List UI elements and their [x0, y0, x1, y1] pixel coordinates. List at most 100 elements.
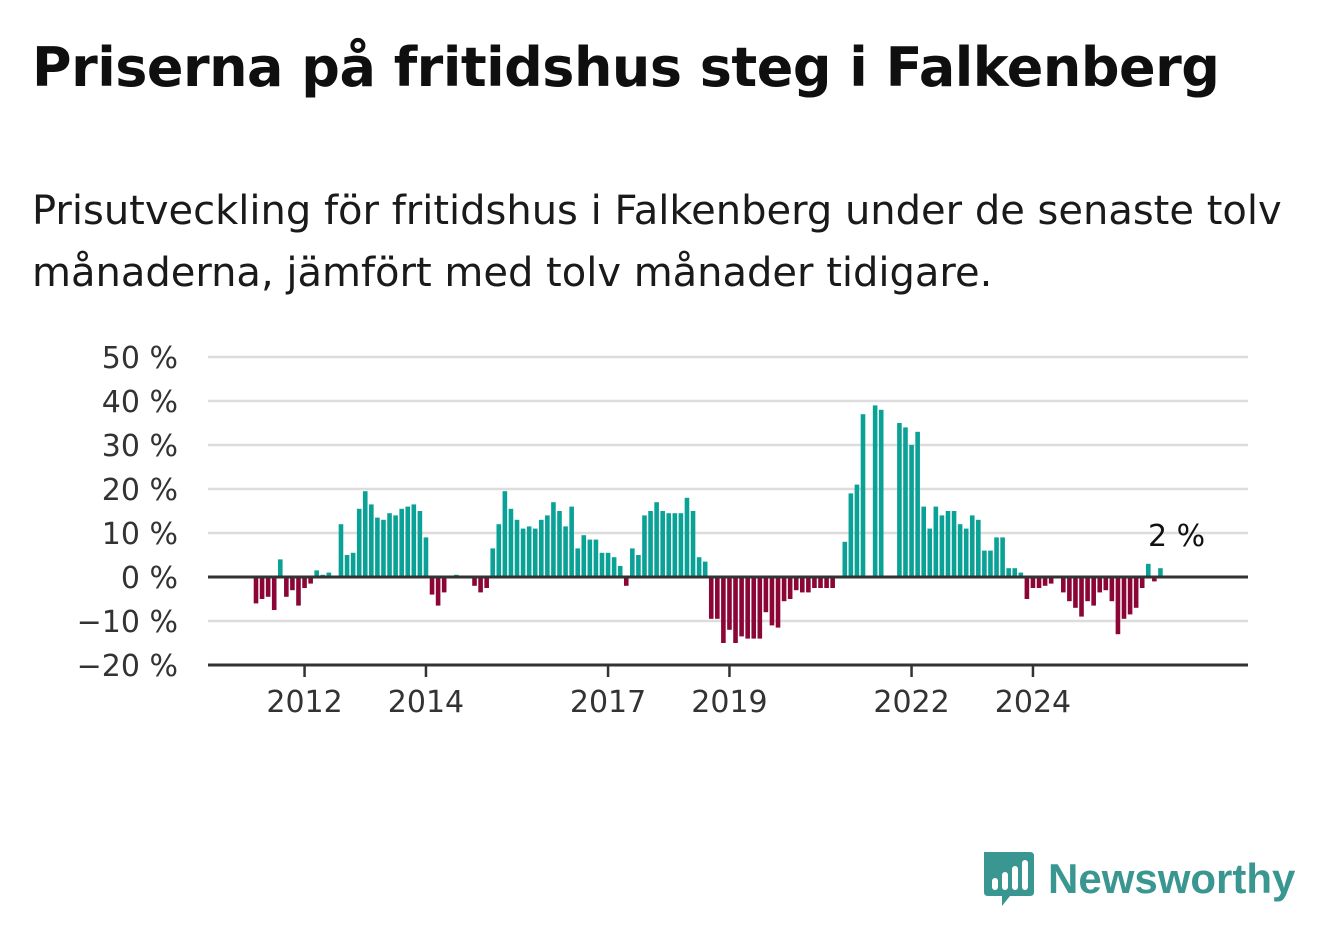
y-tick-label: 10 %	[102, 517, 178, 552]
bar	[508, 508, 514, 577]
bar	[708, 577, 714, 619]
bar	[818, 577, 823, 588]
bar	[897, 423, 902, 577]
bar	[672, 513, 678, 577]
bar	[630, 548, 635, 577]
bar	[642, 515, 647, 577]
bar	[1158, 568, 1163, 577]
x-tick-label: 2022	[873, 685, 949, 720]
bar	[872, 405, 878, 577]
newsworthy-brand: Newsworthy	[980, 848, 1295, 910]
bar-chart: 50 % 40 % 30 % 20 % 10 % 0 % −10 % −20 % 2012 201…	[77, 341, 1248, 720]
x-tick-label: 2017	[570, 685, 646, 720]
bar	[441, 577, 447, 593]
bar	[976, 519, 981, 577]
bar	[1139, 577, 1145, 588]
bar	[265, 577, 271, 597]
bar	[1036, 577, 1042, 588]
bar	[666, 513, 672, 577]
bar	[599, 552, 605, 577]
bar	[933, 506, 939, 577]
bar	[1061, 577, 1066, 593]
bar	[393, 515, 398, 577]
bar	[733, 577, 738, 643]
bar	[478, 577, 483, 593]
bar	[259, 577, 265, 599]
bar	[290, 577, 295, 591]
bar	[1091, 577, 1096, 606]
bar	[417, 511, 423, 577]
bar	[387, 513, 392, 577]
bar	[951, 511, 957, 577]
bar	[271, 577, 277, 610]
bar	[502, 491, 508, 577]
bar	[526, 526, 532, 577]
y-tick-label: 30 %	[102, 429, 178, 464]
bar	[969, 515, 975, 577]
bar	[520, 528, 526, 577]
bar	[338, 524, 344, 577]
bar	[800, 577, 805, 593]
bar	[344, 555, 350, 577]
bar	[757, 577, 763, 639]
bar	[848, 493, 854, 577]
bar	[369, 504, 374, 577]
bar	[957, 524, 963, 577]
newsworthy-logo-icon	[984, 852, 1034, 906]
bar	[721, 577, 726, 643]
bar	[277, 559, 283, 577]
bar	[411, 504, 417, 577]
bar	[617, 566, 623, 577]
bar	[611, 557, 617, 577]
bar	[982, 550, 987, 577]
bar	[915, 431, 920, 577]
bar	[945, 511, 951, 577]
bar	[690, 511, 696, 577]
bar	[1073, 577, 1078, 608]
bar	[490, 548, 496, 577]
bar	[715, 577, 720, 619]
bar	[405, 506, 411, 577]
bar	[660, 511, 665, 577]
bar	[963, 528, 969, 577]
bar	[557, 511, 562, 577]
chart-title: Priserna på fritidshus steg i Falkenberg	[32, 36, 1220, 99]
bar	[429, 577, 435, 595]
bar	[921, 506, 926, 577]
bar	[532, 528, 538, 577]
bar	[575, 548, 581, 577]
bar	[381, 519, 386, 577]
bar	[308, 577, 313, 584]
bar	[605, 552, 611, 577]
bar	[1103, 577, 1109, 591]
x-tick-label: 2012	[266, 685, 342, 720]
bar	[1000, 537, 1005, 577]
bar	[362, 491, 368, 577]
bar	[842, 541, 848, 577]
bar	[745, 577, 750, 639]
bar	[648, 511, 653, 577]
bar	[587, 539, 593, 577]
bar	[939, 515, 945, 577]
bar	[484, 577, 489, 588]
bar	[302, 577, 307, 588]
y-tick-label: 20 %	[102, 473, 178, 508]
brand-name: Newsworthy	[1048, 855, 1296, 902]
bar	[739, 577, 744, 637]
bar	[860, 414, 866, 577]
bar	[623, 577, 629, 586]
y-tick-label: −20 %	[77, 649, 178, 684]
bar	[696, 557, 702, 577]
bar	[581, 535, 587, 577]
bar	[551, 502, 556, 577]
x-tick-label: 2019	[691, 685, 767, 720]
bar	[1079, 577, 1084, 617]
bar	[854, 484, 860, 577]
bar	[727, 577, 732, 630]
y-tick-label: 40 %	[102, 385, 178, 420]
bar	[830, 577, 835, 588]
bar	[781, 577, 787, 602]
bar	[545, 515, 550, 577]
bar	[1121, 577, 1127, 619]
bar	[787, 577, 793, 599]
